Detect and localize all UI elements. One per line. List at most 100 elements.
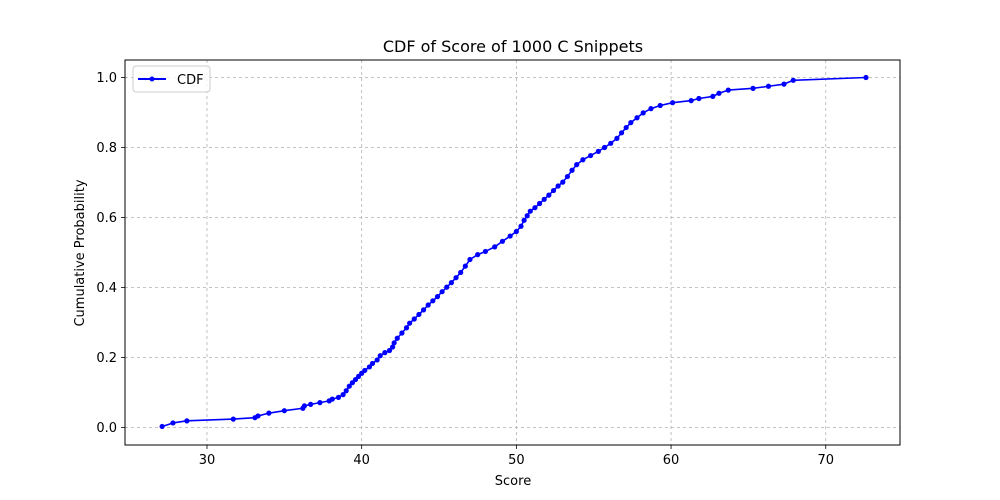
data-point xyxy=(281,408,287,414)
data-point xyxy=(439,289,445,295)
data-point xyxy=(475,252,481,258)
data-point xyxy=(688,98,694,104)
legend-box xyxy=(132,65,211,93)
data-point xyxy=(781,81,787,87)
data-point xyxy=(391,340,397,346)
data-point xyxy=(420,307,427,313)
data-point xyxy=(425,302,431,308)
data-point xyxy=(462,263,468,269)
data-point xyxy=(230,416,236,422)
data-point xyxy=(546,192,552,198)
data-point xyxy=(458,269,464,276)
data-point xyxy=(614,135,620,141)
data-point xyxy=(595,148,601,154)
data-point xyxy=(601,144,608,151)
data-point xyxy=(513,228,519,235)
data-point xyxy=(308,401,314,407)
data-point xyxy=(634,115,640,121)
data-point xyxy=(580,157,586,163)
data-point xyxy=(266,410,272,416)
data-point xyxy=(366,364,373,370)
data-point xyxy=(640,110,646,116)
data-point xyxy=(362,367,368,374)
data-point xyxy=(343,388,349,394)
data-point xyxy=(411,316,417,322)
data-point xyxy=(492,244,498,250)
data-point xyxy=(696,95,702,102)
data-point xyxy=(390,344,396,350)
data-point xyxy=(628,120,634,126)
data-point xyxy=(317,400,323,406)
data-point xyxy=(532,205,538,211)
data-point xyxy=(507,233,513,239)
data-point xyxy=(377,353,383,359)
x-tick-label: 30 xyxy=(199,453,216,468)
data-point xyxy=(335,394,342,400)
data-point xyxy=(657,102,663,109)
series-layer xyxy=(159,74,869,430)
data-point xyxy=(765,83,772,89)
x-tick-label: 40 xyxy=(353,453,370,468)
data-point xyxy=(588,152,594,159)
data-point xyxy=(710,93,716,99)
data-point xyxy=(301,403,308,409)
data-point xyxy=(560,179,566,185)
data-point xyxy=(541,196,547,202)
data-point xyxy=(518,223,524,229)
data-point xyxy=(555,183,561,189)
legend: CDF xyxy=(132,65,211,93)
data-point xyxy=(340,392,346,398)
data-point xyxy=(170,420,176,426)
data-point xyxy=(430,298,436,304)
data-point xyxy=(453,275,459,281)
data-point xyxy=(527,208,533,214)
x-tick-label: 60 xyxy=(663,453,680,468)
data-point xyxy=(382,350,388,356)
y-tick-label: 0.0 xyxy=(96,421,117,436)
data-point xyxy=(569,167,575,173)
data-point xyxy=(725,87,731,93)
data-point xyxy=(403,325,410,331)
x-tick-label: 50 xyxy=(508,453,525,468)
data-point xyxy=(444,284,450,290)
data-point xyxy=(184,418,190,424)
data-point xyxy=(394,335,400,341)
data-point xyxy=(670,100,676,106)
data-point xyxy=(467,256,473,263)
data-point xyxy=(521,217,527,223)
grid xyxy=(125,60,900,445)
data-point xyxy=(369,360,376,367)
data-point xyxy=(448,280,454,286)
y-tick-label: 1.0 xyxy=(96,71,117,86)
x-tick-label: 70 xyxy=(817,453,834,468)
x-axis-label: Score xyxy=(495,474,531,489)
y-tick-label: 0.8 xyxy=(96,141,117,156)
data-point xyxy=(750,85,756,91)
data-point xyxy=(608,140,614,146)
data-point xyxy=(618,130,625,136)
y-tick-label: 0.2 xyxy=(96,351,117,366)
legend-label-cdf: CDF xyxy=(177,73,204,88)
data-point xyxy=(159,423,165,430)
data-point xyxy=(499,238,506,244)
data-point xyxy=(329,396,335,402)
data-point xyxy=(399,330,405,336)
data-point xyxy=(716,90,722,96)
data-point xyxy=(574,162,580,168)
data-point xyxy=(536,200,543,207)
y-axis-label: Cumulative Probability xyxy=(73,179,88,326)
y-tick-label: 0.6 xyxy=(96,211,117,226)
data-point xyxy=(346,383,352,389)
ticks: 30 40 50 60 70 0.0 0.2 0.4 0.6 0.8 1.0 xyxy=(96,71,834,468)
data-point xyxy=(255,413,261,419)
data-point xyxy=(550,187,557,194)
data-point xyxy=(434,294,441,300)
y-tick-label: 0.4 xyxy=(96,281,117,296)
data-point xyxy=(623,124,629,131)
series-line-cdf xyxy=(161,76,867,428)
data-point xyxy=(374,357,380,363)
legend-marker-sample xyxy=(149,76,155,82)
data-point xyxy=(790,77,796,83)
